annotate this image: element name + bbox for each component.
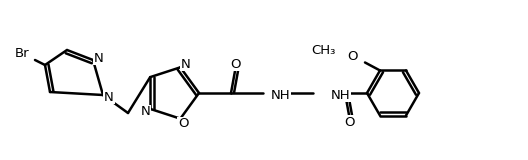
Text: O: O <box>231 57 241 71</box>
Text: N: N <box>104 91 114 104</box>
Text: O: O <box>348 50 359 63</box>
Text: NH: NH <box>271 88 290 101</box>
Text: N: N <box>140 105 150 118</box>
Text: CH₃: CH₃ <box>312 44 336 57</box>
Text: NH: NH <box>331 88 351 101</box>
Text: N: N <box>94 52 104 64</box>
Text: O: O <box>345 116 355 128</box>
Text: Br: Br <box>15 47 30 60</box>
Text: N: N <box>181 58 190 71</box>
Text: O: O <box>178 117 188 130</box>
